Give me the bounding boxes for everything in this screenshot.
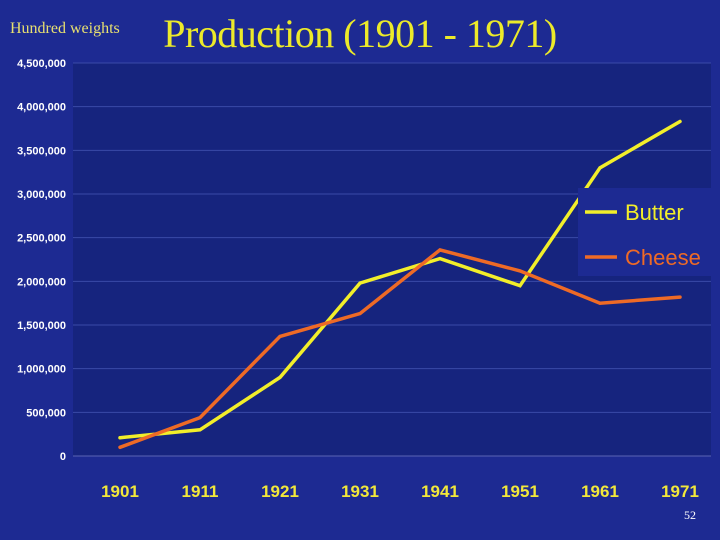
y-tick-label: 2,000,000: [17, 276, 66, 288]
x-tick-label: 1901: [101, 482, 139, 501]
x-tick-label: 1921: [261, 482, 299, 501]
y-tick-label: 4,000,000: [17, 102, 66, 114]
series-line-cheese: [118, 247, 682, 450]
data-point-butter: [358, 281, 362, 285]
y-tick-label: 1,500,000: [17, 320, 66, 332]
data-point-cheese: [438, 248, 442, 252]
x-tick-label: 1971: [661, 482, 699, 501]
slide-number: 52: [684, 508, 696, 522]
x-tick-label: 1931: [341, 482, 379, 501]
data-point-cheese: [278, 334, 282, 338]
y-axis-ticks: 0 500,000 1,000,000 1,500,000 2,000,000 2,500…: [17, 58, 66, 463]
data-point-butter: [198, 428, 202, 432]
data-point-butter: [678, 120, 682, 123]
y-tick-label: 3,000,000: [17, 189, 66, 201]
data-point-cheese: [118, 445, 122, 449]
legend-label-butter: Butter: [625, 200, 684, 225]
y-tick-label: 1,000,000: [17, 364, 66, 376]
x-tick-label: 1951: [501, 482, 539, 501]
y-tick-label: 0: [60, 451, 66, 463]
x-axis-ticks: 1901 1911 1921 1931 1941 1951 1961 1971: [101, 482, 699, 501]
data-point-cheese: [358, 312, 362, 316]
y-tick-label: 2,500,000: [17, 233, 66, 245]
y-tick-label: 4,500,000: [17, 58, 66, 70]
data-point-butter: [278, 375, 282, 379]
y-axis-units-label: Hundred weights: [10, 20, 120, 37]
data-point-cheese: [598, 301, 602, 305]
x-tick-label: 1961: [581, 482, 619, 501]
legend-label-cheese: Cheese: [625, 245, 701, 270]
y-tick-label: 3,500,000: [17, 145, 66, 157]
legend: Butter Cheese: [578, 188, 711, 276]
data-point-cheese: [518, 269, 522, 273]
x-tick-label: 1911: [182, 482, 219, 501]
data-point-cheese: [198, 416, 202, 420]
chart-title: Production (1901 - 1971): [163, 11, 557, 56]
legend-box: [578, 188, 711, 276]
series-line-butter: [118, 119, 682, 440]
y-tick-label: 500,000: [26, 407, 66, 419]
data-point-butter: [438, 257, 442, 261]
data-point-butter: [598, 166, 602, 170]
x-tick-label: 1941: [421, 482, 459, 501]
data-point-butter: [118, 436, 122, 440]
series-lines: [118, 119, 682, 450]
data-point-butter: [518, 284, 522, 288]
data-point-cheese: [678, 295, 682, 299]
